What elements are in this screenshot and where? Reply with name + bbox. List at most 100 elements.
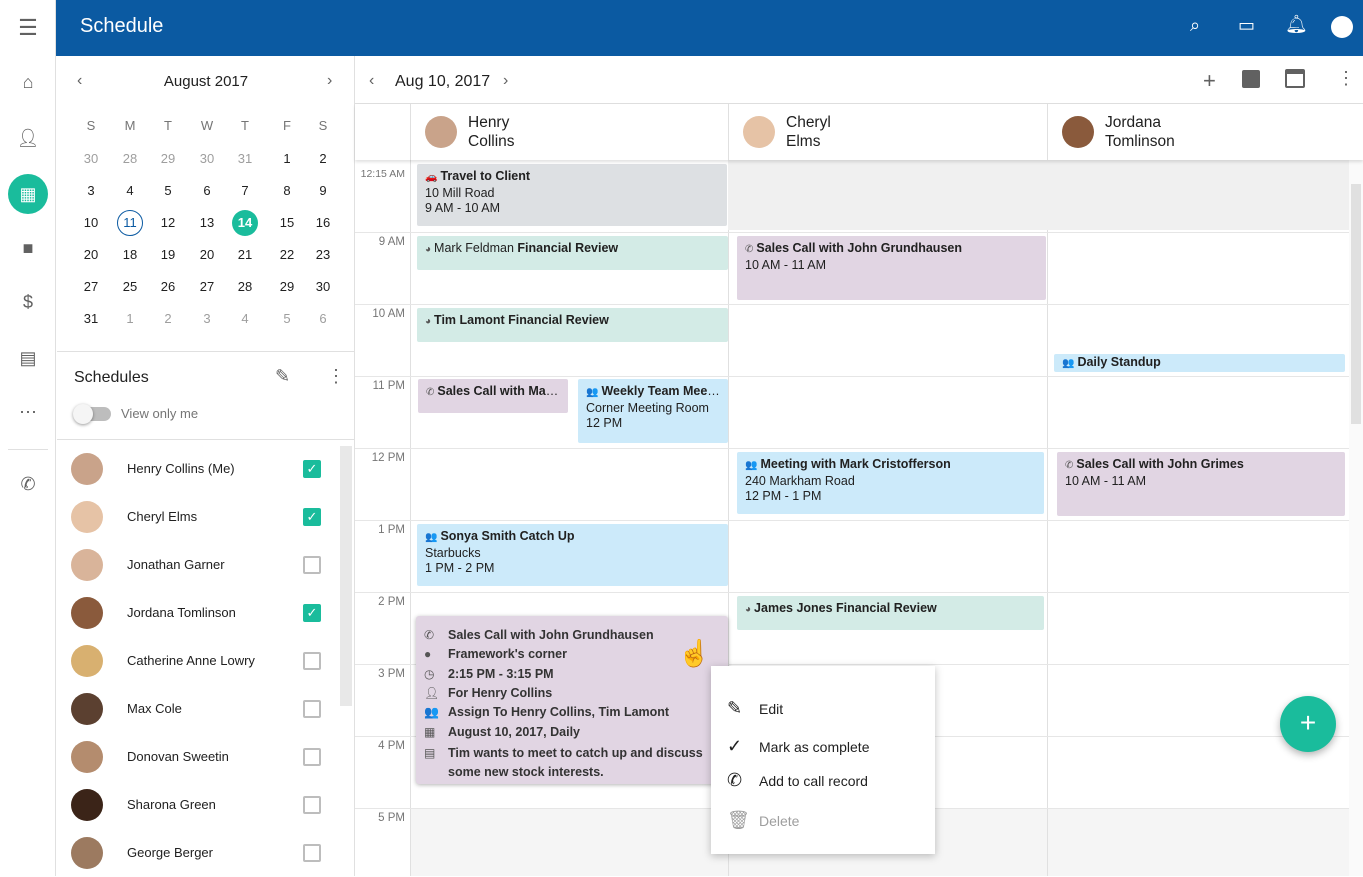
schedule-person[interactable]: Donovan Sweetin <box>57 733 339 781</box>
calendar-day[interactable]: 23 <box>315 247 331 262</box>
schedule-person[interactable]: Jordana Tomlinson ✓ <box>57 589 339 637</box>
home-icon[interactable]: ⌂ <box>22 71 34 92</box>
calendar-day[interactable]: 2 <box>319 151 327 166</box>
calendar-day[interactable]: 5 <box>283 311 291 326</box>
person-checkbox[interactable] <box>303 748 321 766</box>
calendar-day[interactable]: 3 <box>87 183 95 198</box>
schedule-person[interactable]: Jonathan Garner <box>57 541 339 589</box>
more-icon[interactable]: ⋮ <box>1337 68 1355 88</box>
calendar-day[interactable]: 15 <box>279 215 295 230</box>
add-event-fab[interactable]: + <box>1280 696 1336 752</box>
search-icon[interactable]: ⌕ <box>1190 15 1201 35</box>
calendar-day[interactable]: 21 <box>237 247 253 262</box>
contacts-icon[interactable]: ▤ <box>19 347 37 368</box>
calendar-event[interactable]: 👥 Sonya Smith Catch Up Starbucks 1 PM - 2 P… <box>417 524 728 586</box>
person-checkbox[interactable] <box>303 652 321 670</box>
prev-day-button[interactable]: ‹ <box>369 72 375 89</box>
calendar-day[interactable]: 8 <box>283 183 291 198</box>
calendar-day[interactable]: 5 <box>164 183 172 198</box>
calendar-event[interactable]: 👥 Weekly Team Meet... Corner Meeting Room 1… <box>578 379 728 443</box>
calendar-event[interactable]: ◕ Tim Lamont Financial Review <box>417 308 728 342</box>
calendar-event[interactable]: ✆ Sales Call with Marj... <box>418 379 568 413</box>
calendar-day[interactable]: 20 <box>83 247 99 262</box>
menu-item-add-to-call-record[interactable]: ✆ Add to call record <box>727 770 868 790</box>
calendar-day[interactable]: 2 <box>164 311 172 326</box>
calendar-day[interactable]: 28 <box>122 151 138 166</box>
calendar-day[interactable]: 19 <box>160 247 176 262</box>
calendar-day[interactable]: 9 <box>319 183 327 198</box>
calendar-day[interactable]: 4 <box>126 183 134 198</box>
calendar-day[interactable]: 16 <box>315 215 331 230</box>
menu-item-edit[interactable]: ✎ Edit <box>727 698 784 718</box>
calendar-day[interactable]: 27 <box>83 279 99 294</box>
scrollbar[interactable] <box>1349 160 1363 876</box>
calendar-day[interactable]: 26 <box>160 279 176 294</box>
person-checkbox[interactable] <box>303 796 321 814</box>
edit-icon[interactable]: ✎ <box>275 366 291 386</box>
calendar-day[interactable]: 6 <box>203 183 211 198</box>
calendar-day[interactable]: 10 <box>83 215 99 230</box>
calendar-event[interactable]: 🚗 Travel to Client 10 Mill Road 9 AM - 10 A… <box>417 164 727 226</box>
schedule-person[interactable]: Cheryl Elms ✓ <box>57 493 339 541</box>
chart-icon[interactable] <box>1242 70 1260 88</box>
calendar-day[interactable]: 25 <box>122 279 138 294</box>
tag-icon[interactable]: ⋯ <box>19 401 37 422</box>
calendar-event[interactable]: ◕ James Jones Financial Review <box>737 596 1044 630</box>
calendar-day[interactable]: 6 <box>319 311 327 326</box>
calendar-event[interactable]: 👥 Meeting with Mark Cristofferson 240 Mark… <box>737 452 1044 514</box>
bell-icon[interactable]: 🔔︎ <box>1285 14 1308 34</box>
prev-month-button[interactable]: ‹ <box>77 72 83 89</box>
calendar-event[interactable]: ◕ Mark Feldman Financial Review <box>417 236 728 270</box>
event-detail-card[interactable]: ✆ Sales Call with John Grundhausen ● Framew… <box>416 616 728 784</box>
person-checkbox[interactable] <box>303 700 321 718</box>
account-icon[interactable] <box>1331 16 1353 38</box>
schedule-person[interactable]: Catherine Anne Lowry <box>57 637 339 685</box>
person-checkbox[interactable] <box>303 556 321 574</box>
schedule-person[interactable]: George Berger <box>57 829 339 877</box>
calendar-day[interactable]: 11 <box>117 210 143 236</box>
person-checkbox[interactable]: ✓ <box>303 508 321 526</box>
chat-icon[interactable]: ▭ <box>1238 15 1256 35</box>
calendar-day[interactable]: 30 <box>315 279 331 294</box>
menu-icon[interactable]: ☰ <box>18 15 38 40</box>
calendar-day[interactable]: 22 <box>279 247 295 262</box>
calendar-day[interactable]: 29 <box>160 151 176 166</box>
calendar-day[interactable]: 30 <box>83 151 99 166</box>
calendar-day[interactable]: 31 <box>237 151 253 166</box>
add-icon[interactable]: + <box>1203 68 1216 93</box>
scrollbar[interactable] <box>340 446 352 706</box>
calendar-event[interactable]: ✆ Sales Call with John Grundhausen 10 AM -… <box>737 236 1046 300</box>
briefcase-icon[interactable]: ■ <box>22 237 34 258</box>
next-day-button[interactable]: › <box>503 72 509 89</box>
phone-icon[interactable]: ✆ <box>20 473 36 494</box>
calendar-day[interactable]: 1 <box>283 151 291 166</box>
schedule-person[interactable]: Sharona Green <box>57 781 339 829</box>
calendar-day[interactable]: 13 <box>199 215 215 230</box>
more-icon[interactable]: ⋮ <box>327 366 345 386</box>
view-only-me-toggle[interactable] <box>73 404 111 424</box>
calendar-day[interactable]: 29 <box>279 279 295 294</box>
calendar-day[interactable]: 7 <box>241 183 249 198</box>
calendar-day[interactable]: 1 <box>126 311 134 326</box>
calendar-day[interactable]: 3 <box>203 311 211 326</box>
schedule-person[interactable]: Henry Collins (Me) ✓ <box>57 445 339 493</box>
next-month-button[interactable]: › <box>327 72 333 89</box>
calendar-day[interactable]: 20 <box>199 247 215 262</box>
person-checkbox[interactable]: ✓ <box>303 604 321 622</box>
calendar-day[interactable]: 31 <box>83 311 99 326</box>
menu-item-mark-as-complete[interactable]: ✓ Mark as complete <box>727 736 870 756</box>
calendar-event[interactable]: ✆ Sales Call with John Grimes 10 AM - 11 A… <box>1057 452 1345 516</box>
calendar-day[interactable]: 4 <box>241 311 249 326</box>
calendar-day[interactable]: 12 <box>160 215 176 230</box>
calendar-day[interactable]: 18 <box>122 247 138 262</box>
calendar-day[interactable]: 27 <box>199 279 215 294</box>
calendar-day[interactable]: 28 <box>237 279 253 294</box>
calendar-day[interactable]: 30 <box>199 151 215 166</box>
calendar-day[interactable]: 14 <box>232 210 258 236</box>
calendar-view-icon[interactable] <box>1285 69 1305 88</box>
schedule-person[interactable]: Max Cole <box>57 685 339 733</box>
person-checkbox[interactable]: ✓ <box>303 460 321 478</box>
person-checkbox[interactable] <box>303 844 321 862</box>
calendar-event[interactable]: 👥 Daily Standup <box>1054 354 1345 372</box>
calendar-icon[interactable]: ▦ <box>8 174 48 214</box>
